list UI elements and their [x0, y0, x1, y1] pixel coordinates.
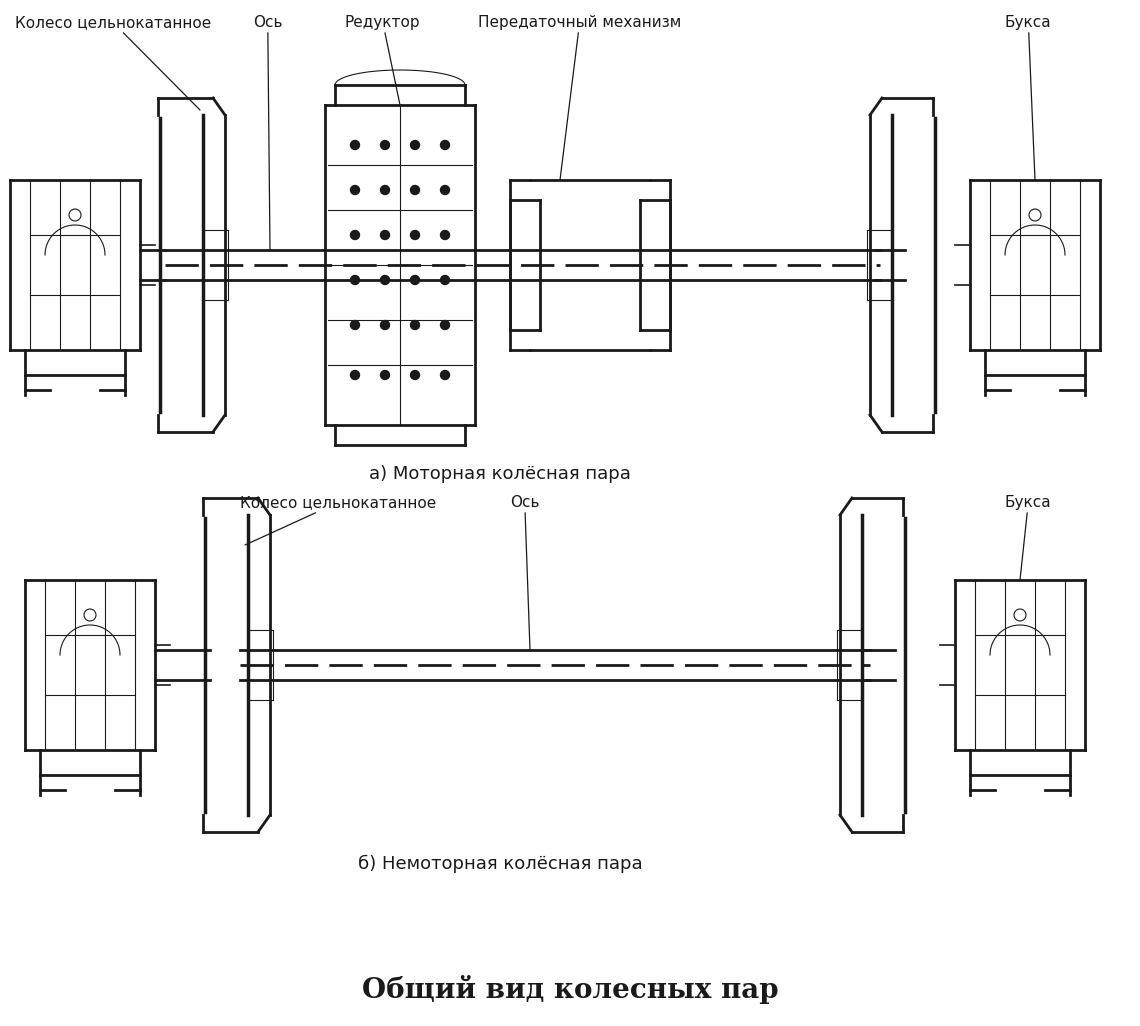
- Circle shape: [410, 320, 420, 329]
- Circle shape: [350, 370, 359, 380]
- Circle shape: [410, 370, 420, 380]
- Circle shape: [350, 320, 359, 329]
- Circle shape: [440, 186, 449, 195]
- Circle shape: [381, 370, 390, 380]
- Text: Редуктор: Редуктор: [345, 15, 421, 105]
- Circle shape: [350, 276, 359, 284]
- Circle shape: [381, 320, 390, 329]
- Circle shape: [381, 231, 390, 239]
- Text: Ось: Ось: [510, 495, 539, 650]
- Text: Букса: Букса: [1005, 495, 1051, 580]
- Text: Ось: Ось: [253, 15, 283, 250]
- Circle shape: [410, 186, 420, 195]
- Circle shape: [440, 276, 449, 284]
- Circle shape: [350, 186, 359, 195]
- Circle shape: [410, 231, 420, 239]
- Text: Общий вид колесных пар: Общий вид колесных пар: [361, 976, 779, 1004]
- Circle shape: [350, 141, 359, 150]
- Text: Колесо цельнокатанное: Колесо цельнокатанное: [241, 495, 437, 545]
- Circle shape: [440, 320, 449, 329]
- Circle shape: [381, 141, 390, 150]
- Circle shape: [410, 141, 420, 150]
- Text: Букса: Букса: [1005, 15, 1051, 180]
- Text: б) Немоторная колёсная пара: б) Немоторная колёсная пара: [358, 855, 642, 873]
- Text: Передаточный механизм: Передаточный механизм: [478, 15, 682, 180]
- Circle shape: [440, 141, 449, 150]
- Text: а) Моторная колёсная пара: а) Моторная колёсная пара: [369, 465, 630, 483]
- Circle shape: [350, 231, 359, 239]
- Circle shape: [381, 186, 390, 195]
- Circle shape: [440, 370, 449, 380]
- Text: Колесо цельнокатанное: Колесо цельнокатанное: [15, 15, 211, 110]
- Circle shape: [440, 231, 449, 239]
- Circle shape: [381, 276, 390, 284]
- Circle shape: [410, 276, 420, 284]
